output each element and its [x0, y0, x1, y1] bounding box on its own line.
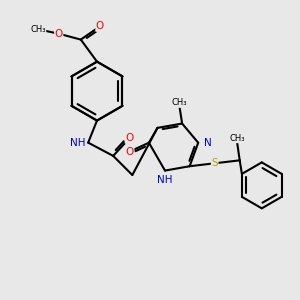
Text: NH: NH: [70, 138, 85, 148]
Text: CH₃: CH₃: [171, 98, 187, 107]
Text: O: O: [125, 133, 134, 143]
Text: N: N: [204, 138, 212, 148]
Text: O: O: [96, 21, 104, 31]
Text: O: O: [126, 146, 134, 157]
Text: NH: NH: [157, 175, 173, 185]
Text: S: S: [212, 158, 218, 168]
Text: O: O: [55, 29, 63, 39]
Text: CH₃: CH₃: [229, 134, 244, 143]
Text: CH₃: CH₃: [30, 25, 46, 34]
